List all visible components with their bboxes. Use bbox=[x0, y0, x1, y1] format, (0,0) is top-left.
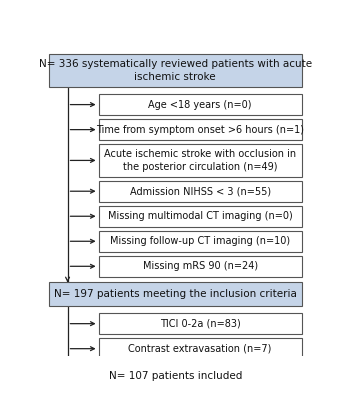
Text: Acute ischemic stroke with occlusion in
the posterior circulation (n=49): Acute ischemic stroke with occlusion in … bbox=[104, 149, 296, 172]
Bar bbox=[98, 313, 302, 334]
Text: TICI 0-2a (n=83): TICI 0-2a (n=83) bbox=[160, 319, 240, 329]
Bar bbox=[49, 282, 302, 306]
Bar bbox=[98, 231, 302, 252]
Bar bbox=[98, 181, 302, 202]
Bar bbox=[98, 119, 302, 140]
Bar bbox=[98, 206, 302, 227]
Text: Contrast extravasation (n=7): Contrast extravasation (n=7) bbox=[128, 344, 272, 354]
Bar bbox=[49, 365, 302, 388]
Text: Missing multimodal CT imaging (n=0): Missing multimodal CT imaging (n=0) bbox=[108, 211, 292, 221]
Text: Time from symptom onset >6 hours (n=1): Time from symptom onset >6 hours (n=1) bbox=[96, 125, 304, 135]
Text: Admission NIHSS < 3 (n=55): Admission NIHSS < 3 (n=55) bbox=[130, 186, 271, 196]
Bar bbox=[98, 94, 302, 115]
Text: N= 197 patients meeting the inclusion criteria: N= 197 patients meeting the inclusion cr… bbox=[54, 289, 297, 299]
Bar bbox=[49, 54, 302, 86]
Text: Age <18 years (n=0): Age <18 years (n=0) bbox=[148, 100, 252, 110]
Text: N= 107 patients included: N= 107 patients included bbox=[109, 372, 242, 382]
Text: Missing mRS 90 (n=24): Missing mRS 90 (n=24) bbox=[143, 261, 258, 271]
Bar bbox=[98, 256, 302, 277]
Text: N= 336 systematically reviewed patients with acute
ischemic stroke: N= 336 systematically reviewed patients … bbox=[39, 59, 312, 82]
Text: Missing follow-up CT imaging (n=10): Missing follow-up CT imaging (n=10) bbox=[110, 236, 290, 246]
Bar bbox=[98, 338, 302, 359]
Bar bbox=[98, 144, 302, 176]
